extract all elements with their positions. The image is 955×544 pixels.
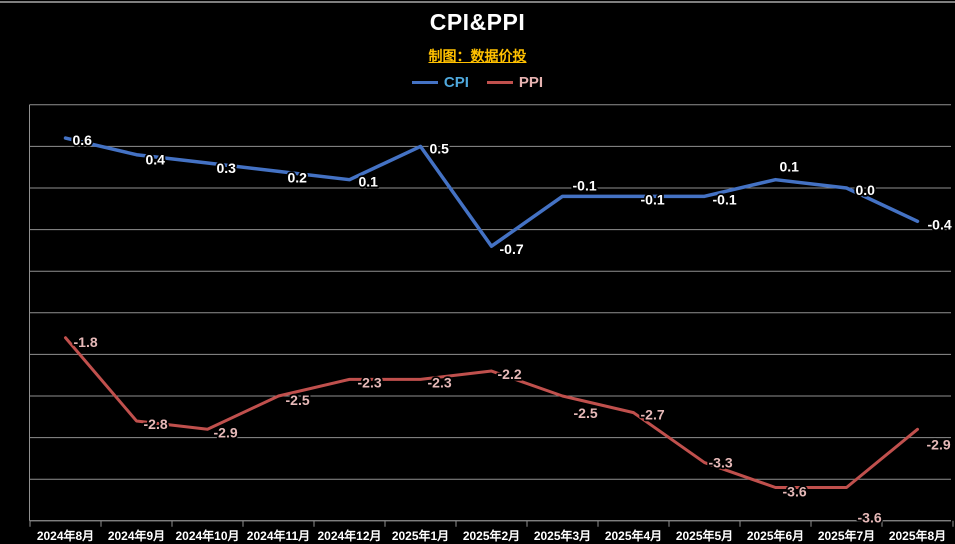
cpi-data-label: 0.3 [217,160,237,176]
x-axis-label: 2024年10月 [175,528,239,543]
ppi-data-label: -2.5 [286,392,310,408]
ppi-data-label: -2.3 [428,374,452,390]
window-top-border [0,1,955,3]
legend-label-cpi: CPI [443,74,469,91]
cpi-data-label: -0.1 [641,191,665,207]
x-axis-label: 2024年8月 [37,528,94,543]
cpi-data-label: 0.1 [780,159,800,175]
x-axis-label: 2024年12月 [317,528,381,543]
ppi-data-label: -3.3 [709,455,733,471]
cpi-data-label: 0.6 [73,132,93,148]
cpi-data-label: -0.1 [713,191,737,207]
x-axis-label: 2024年11月 [247,528,310,543]
cpi-series-line [63,136,920,248]
x-axis-label: 2025年1月 [392,528,449,543]
cpi-data-label: 0.2 [288,169,308,185]
x-axis-label: 2025年4月 [605,528,662,543]
x-axis-label: 2025年7月 [818,528,875,543]
cpi-line-swatch-icon [411,81,438,84]
chart-subtitle-link[interactable]: 制图：数据价投 [428,48,527,64]
cpi-data-label: 0.1 [359,174,379,190]
chart-title: CPI&PPI [429,9,526,35]
x-axis-label: 2025年8月 [889,528,946,543]
cpi-data-label: 0.0 [856,182,876,198]
x-axis-label: 2025年2月 [463,528,520,543]
x-axis-label: 2024年9月 [108,528,165,543]
x-axis-label: 2025年3月 [534,528,591,543]
ppi-data-label: -1.8 [74,334,98,350]
chart-legend: CPI PPI [0,74,955,91]
ppi-series-line [64,336,919,490]
ppi-data-label: -3.6 [858,510,882,526]
ppi-data-label: -3.6 [783,484,807,500]
legend-item-cpi: CPI [411,74,469,91]
cpi-data-label: 0.4 [146,152,166,168]
ppi-data-label: -2.9 [214,424,238,440]
ppi-data-label: -2.2 [498,366,522,382]
legend-item-ppi: PPI [486,74,544,91]
ppi-data-label: -2.7 [641,407,665,423]
ppi-data-label: -2.8 [144,416,168,432]
ppi-data-label: -2.9 [927,436,951,452]
ppi-data-label: -2.5 [574,405,598,421]
ppi-line-swatch-icon [486,81,513,84]
cpi-data-label: -0.7 [500,241,524,257]
x-axis-label: 2025年5月 [676,528,733,543]
cpi-data-label: -0.4 [928,216,952,232]
ppi-data-label: -2.3 [358,374,382,390]
x-axis-label: 2025年6月 [747,528,804,543]
cpi-data-label: -0.1 [573,177,597,193]
legend-label-ppi: PPI [518,74,544,91]
cpi-data-label: 0.5 [430,140,450,156]
